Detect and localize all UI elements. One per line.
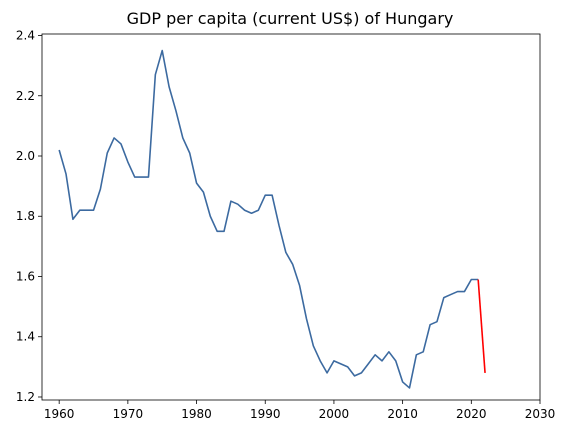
x-tick-label: 1960	[44, 407, 75, 421]
series-line-1	[477, 279, 486, 373]
y-tick-label: 2.4	[16, 29, 35, 43]
x-tick-label: 2030	[525, 407, 556, 421]
y-tick-label: 2.0	[16, 149, 35, 163]
y-tick-label: 1.8	[16, 209, 35, 223]
x-tick-label: 2020	[456, 407, 487, 421]
y-tick-label: 1.6	[16, 269, 35, 283]
x-tick-label: 1980	[181, 407, 212, 421]
x-tick-label: 1970	[113, 407, 144, 421]
y-tick-label: 1.2	[16, 390, 35, 404]
axes: 1960 1970 1980 1990 2000 2010 2020 2030 1.2 1.4 1.…	[16, 29, 555, 421]
series-line-0	[58, 49, 479, 389]
chart-title: GDP per capita (current US$) of Hungary	[127, 9, 454, 28]
y-tick-label: 2.2	[16, 89, 35, 103]
x-tick-label: 2000	[319, 407, 350, 421]
x-tick-label: 1990	[250, 407, 281, 421]
plot-frame	[41, 33, 541, 401]
x-tick-label: 2010	[387, 407, 418, 421]
y-tick-label: 1.4	[16, 330, 35, 344]
